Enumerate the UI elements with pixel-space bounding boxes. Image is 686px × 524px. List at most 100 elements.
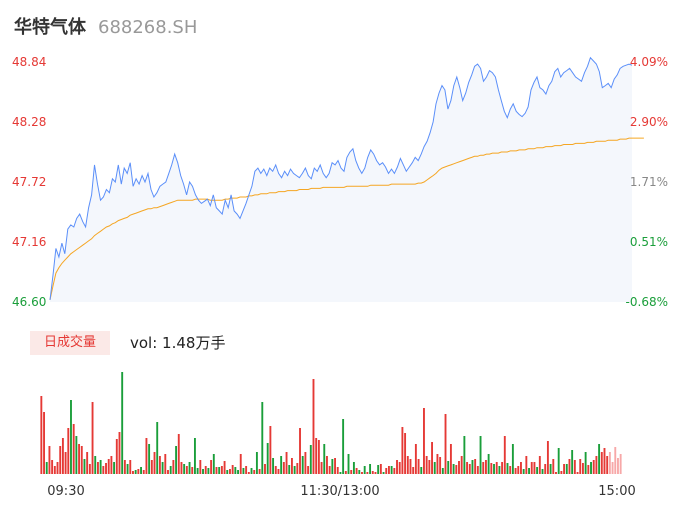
- volume-bar: [199, 460, 202, 474]
- left-tick-label: 47.16: [12, 235, 46, 249]
- volume-bar: [282, 462, 285, 474]
- volume-bar: [611, 462, 614, 474]
- volume-bar: [107, 459, 110, 474]
- volume-bar: [530, 462, 533, 474]
- volume-bar: [266, 443, 269, 474]
- volume-bar: [495, 462, 498, 474]
- volume-bar: [218, 467, 221, 474]
- volume-bars: [40, 372, 622, 474]
- volume-bar: [447, 461, 450, 474]
- volume-bar: [121, 372, 124, 474]
- volume-bar: [579, 459, 582, 474]
- volume-bar: [571, 450, 574, 474]
- volume-bar: [293, 466, 296, 474]
- volume-bar: [274, 466, 277, 474]
- volume-bar: [320, 462, 323, 474]
- right-axis-ticks: 4.09% 2.90% 1.71% 0.51% -0.68%: [626, 55, 668, 309]
- left-tick-label: 47.72: [12, 175, 46, 189]
- volume-bar: [123, 460, 126, 474]
- volume-bar: [51, 460, 54, 474]
- volume-bar: [172, 460, 175, 474]
- volume-bar: [493, 464, 495, 474]
- stock-header: 华特气体 688268.SH: [14, 13, 197, 41]
- volume-bar: [261, 402, 264, 474]
- volume-bar: [528, 468, 530, 474]
- volume-bar: [129, 460, 132, 474]
- volume-bar: [296, 463, 299, 474]
- volume-bar: [584, 452, 587, 474]
- volume-bar: [463, 436, 466, 474]
- volume-bar: [538, 456, 541, 474]
- volume-bar: [614, 447, 617, 474]
- volume-bar: [449, 444, 452, 474]
- volume-bar: [102, 466, 105, 474]
- volume-bar: [342, 419, 345, 474]
- volume-bar: [555, 472, 557, 474]
- volume-bar: [444, 414, 447, 474]
- left-tick-label: 48.28: [12, 115, 46, 129]
- volume-bar: [334, 458, 336, 474]
- volume-readout: vol: 1.48万手: [130, 334, 226, 352]
- volume-bar: [237, 470, 239, 474]
- average-price-line: [49, 137, 644, 301]
- volume-bar: [536, 467, 539, 474]
- volume-bar: [514, 468, 517, 474]
- volume-bar: [503, 436, 506, 474]
- stock-name: 华特气体: [14, 17, 86, 38]
- volume-bar: [153, 452, 156, 474]
- volume-bar: [398, 462, 401, 474]
- volume-bar: [347, 454, 350, 474]
- volume-bar: [608, 452, 611, 474]
- volume-bar: [326, 456, 328, 474]
- volume-bar: [290, 458, 293, 474]
- volume-bar: [72, 424, 75, 474]
- volume-bar: [544, 464, 547, 474]
- volume-bar: [379, 464, 382, 474]
- volume-bar: [369, 464, 372, 474]
- stock-code: 688268.SH: [98, 17, 198, 38]
- volume-bar: [587, 465, 590, 474]
- volume-bar: [70, 400, 72, 474]
- volume-bar: [156, 422, 159, 474]
- volume-bar: [506, 463, 509, 474]
- volume-bar: [99, 460, 102, 474]
- volume-bar: [255, 452, 258, 474]
- volume-bar: [229, 469, 231, 474]
- right-tick-label: -0.68%: [626, 295, 668, 309]
- volume-bar: [350, 470, 353, 474]
- volume-bar: [490, 463, 493, 474]
- volume-bar: [573, 460, 576, 474]
- volume-bar: [560, 471, 563, 474]
- volume-bar: [91, 402, 94, 474]
- volume-bar: [247, 472, 250, 474]
- volume-bar: [53, 466, 56, 474]
- volume-bar: [115, 439, 118, 474]
- left-axis-ticks: 48.84 48.28 47.72 47.16 46.60: [12, 55, 46, 309]
- volume-bar: [474, 459, 477, 474]
- volume-bar: [105, 463, 107, 474]
- volume-bar: [417, 459, 420, 474]
- volume-bar: [245, 466, 248, 474]
- volume-bar: [277, 469, 280, 474]
- volume-bar: [458, 461, 460, 474]
- volume-bar: [331, 459, 334, 474]
- volume-bar: [393, 468, 396, 474]
- volume-bar: [366, 472, 369, 474]
- left-tick-label: 48.84: [12, 55, 46, 69]
- right-tick-label: 0.51%: [630, 235, 668, 249]
- volume-bar: [137, 469, 140, 474]
- volume-bar: [431, 442, 433, 474]
- volume-bar: [433, 462, 436, 474]
- volume-bar: [525, 456, 528, 474]
- volume-bar: [285, 452, 288, 474]
- volume-bar: [288, 465, 291, 474]
- volume-bar: [471, 460, 474, 474]
- volume-bar: [576, 472, 579, 474]
- volume-bar: [487, 454, 490, 474]
- volume-bar: [161, 462, 164, 474]
- volume-bar: [164, 454, 167, 474]
- volume-bar: [64, 452, 67, 474]
- volume-bar: [132, 471, 134, 474]
- daily-volume-tab[interactable]: 日成交量: [30, 331, 110, 355]
